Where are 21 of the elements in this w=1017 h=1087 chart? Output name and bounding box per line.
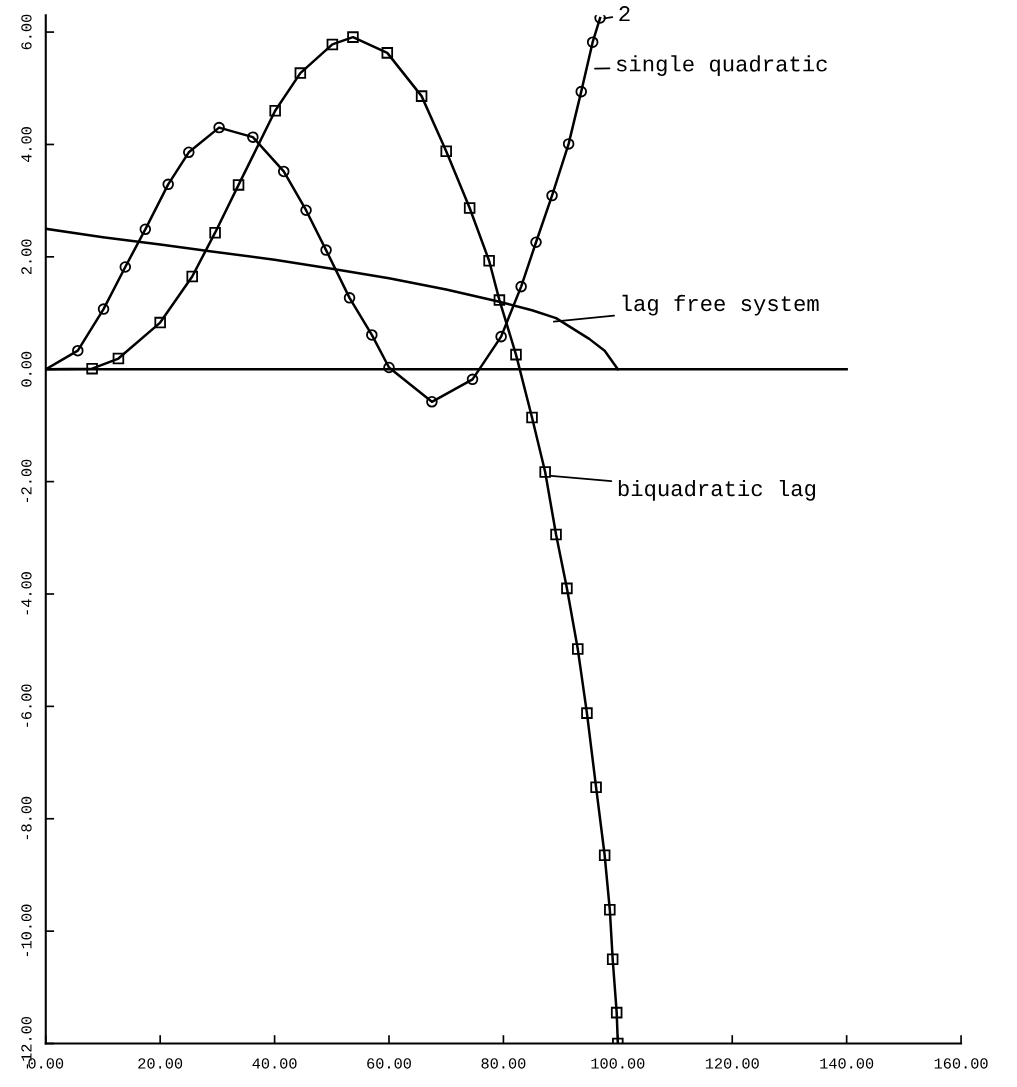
x-tick-label: 140.00 <box>820 1058 874 1069</box>
x-tick-label: 80.00 <box>481 1058 526 1069</box>
y-tick-label: 6.00 <box>21 14 32 50</box>
x-tick-label: 120.00 <box>705 1058 759 1069</box>
y-tick-label: 4.00 <box>21 127 32 163</box>
annotation: biquadratic lag <box>618 479 816 501</box>
annotation: single quadratic <box>616 55 827 76</box>
x-tick-label: 160.00 <box>934 1058 988 1069</box>
y-tick-label: 0.00 <box>21 351 32 387</box>
y-tick-label: 2.00 <box>21 239 32 275</box>
annotation: 2 <box>619 6 630 21</box>
x-tick-label: 40.00 <box>252 1058 297 1069</box>
y-tick-label: -6.00 <box>21 684 32 727</box>
x-tick-label: 100.00 <box>591 1058 645 1069</box>
y-tick-label: -4.00 <box>21 572 32 615</box>
y-tick-label: -8.00 <box>21 796 32 840</box>
x-tick-label: 60.00 <box>367 1058 411 1069</box>
annotation: lag free system <box>622 294 819 316</box>
y-tick-label: -2.00 <box>21 459 32 503</box>
x-tick-label: 20.00 <box>138 1058 183 1069</box>
y-tick-label: -10.00 <box>21 904 32 957</box>
